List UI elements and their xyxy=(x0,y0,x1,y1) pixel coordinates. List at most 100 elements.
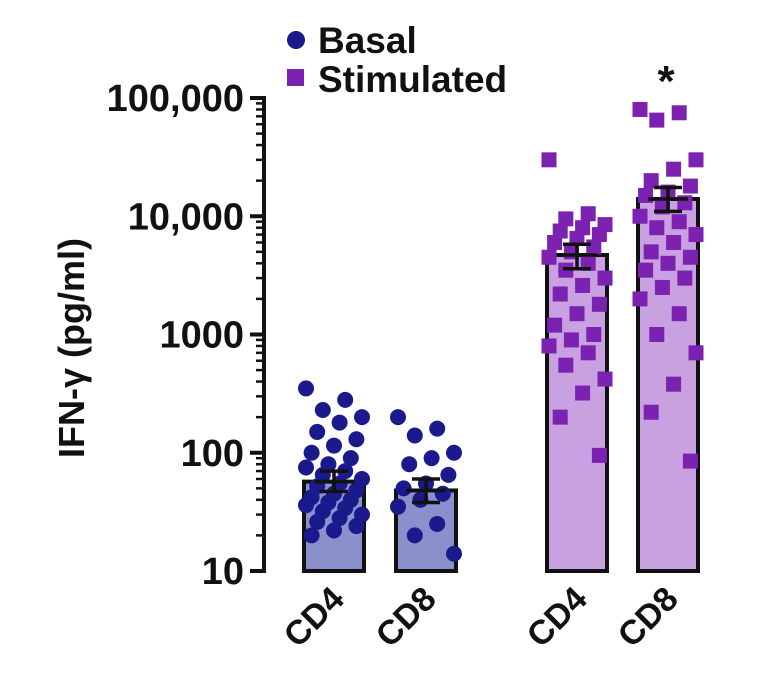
data-point xyxy=(406,427,423,444)
data-point xyxy=(586,239,602,255)
data-point xyxy=(446,545,462,562)
data-point xyxy=(552,286,568,302)
data-point xyxy=(298,380,314,397)
data-point xyxy=(429,420,446,437)
data-point xyxy=(597,371,613,387)
data-point xyxy=(547,234,563,250)
data-point xyxy=(649,327,665,342)
data-point xyxy=(406,527,423,544)
data-point xyxy=(643,244,659,260)
data-point xyxy=(541,249,557,265)
legend-label-basal: Basal xyxy=(318,20,417,61)
data-point xyxy=(666,376,682,392)
data-point xyxy=(440,466,457,483)
y-tick-label: 10 xyxy=(202,551,244,593)
legend-marker-basal xyxy=(287,31,305,49)
category-label: CD8 xyxy=(369,580,444,655)
data-point xyxy=(671,214,687,230)
data-point xyxy=(401,456,418,473)
data-point xyxy=(558,211,574,227)
data-point xyxy=(580,206,596,222)
data-point xyxy=(390,498,406,515)
category-label: CD4 xyxy=(277,580,352,655)
data-point xyxy=(541,152,557,168)
points-layer xyxy=(298,101,704,562)
data-point xyxy=(682,249,698,265)
data-point xyxy=(671,105,687,121)
data-point xyxy=(331,510,348,527)
data-point xyxy=(660,255,676,271)
data-point xyxy=(446,444,462,461)
data-point xyxy=(331,414,348,431)
data-point xyxy=(558,357,574,373)
y-tick-label: 10,000 xyxy=(128,196,244,238)
data-point xyxy=(552,223,568,239)
data-point xyxy=(569,230,585,246)
data-point xyxy=(423,450,440,467)
data-point xyxy=(688,227,704,243)
data-point xyxy=(688,345,704,361)
data-point xyxy=(547,317,563,333)
data-point xyxy=(429,515,446,532)
y-tick-label: 100,000 xyxy=(107,78,244,120)
data-point xyxy=(575,277,591,293)
data-point xyxy=(348,431,365,448)
data-point xyxy=(682,178,698,194)
data-point xyxy=(666,234,682,250)
data-point xyxy=(298,459,314,476)
data-point xyxy=(575,385,591,401)
data-point xyxy=(677,270,693,286)
data-point xyxy=(654,279,670,295)
data-point xyxy=(632,208,648,224)
data-point xyxy=(348,518,365,535)
legend-label-stimulated: Stimulated xyxy=(318,59,507,100)
y-tick-label: 1000 xyxy=(159,315,244,357)
data-point xyxy=(591,227,607,243)
legend: Basal Stimulated xyxy=(287,20,507,100)
x-axis-labels: CD4 CD8 CD4 CD8 xyxy=(277,580,686,655)
data-point xyxy=(326,522,342,539)
data-point xyxy=(649,112,665,128)
data-point xyxy=(643,404,659,420)
data-point xyxy=(580,345,596,361)
legend-marker-stimulated xyxy=(287,69,304,86)
data-point xyxy=(563,332,579,348)
data-point xyxy=(309,513,326,530)
data-point xyxy=(395,480,412,497)
data-point xyxy=(682,453,698,469)
significance-asterisk: * xyxy=(657,57,675,106)
data-point xyxy=(569,306,585,322)
data-point xyxy=(390,409,406,426)
data-point xyxy=(354,409,370,426)
data-point xyxy=(342,450,359,467)
data-point xyxy=(671,306,687,322)
data-point xyxy=(314,401,331,418)
data-point xyxy=(632,101,648,117)
data-point xyxy=(298,497,314,514)
data-point xyxy=(666,161,682,177)
data-point xyxy=(326,437,342,454)
data-point xyxy=(552,409,568,425)
data-point xyxy=(591,296,607,312)
data-point xyxy=(688,152,704,168)
data-point xyxy=(303,527,320,544)
y-tick-label: 100 xyxy=(181,433,244,475)
data-point xyxy=(434,485,451,502)
data-point xyxy=(303,444,320,461)
error-bars-layer xyxy=(314,185,688,505)
data-point xyxy=(586,327,602,342)
y-axis: 10 100 1000 10,000 100,000 xyxy=(107,78,266,593)
data-point xyxy=(597,270,613,286)
y-axis-label: IFN-γ (pg/ml) xyxy=(51,238,92,458)
data-point xyxy=(541,338,557,354)
data-point xyxy=(632,291,648,307)
data-point xyxy=(643,173,659,189)
category-label: CD8 xyxy=(611,580,686,655)
category-label: CD4 xyxy=(520,580,595,655)
data-point xyxy=(649,220,665,236)
data-point xyxy=(337,391,354,408)
data-point xyxy=(591,447,607,463)
data-point xyxy=(638,262,654,278)
data-point xyxy=(309,423,326,440)
